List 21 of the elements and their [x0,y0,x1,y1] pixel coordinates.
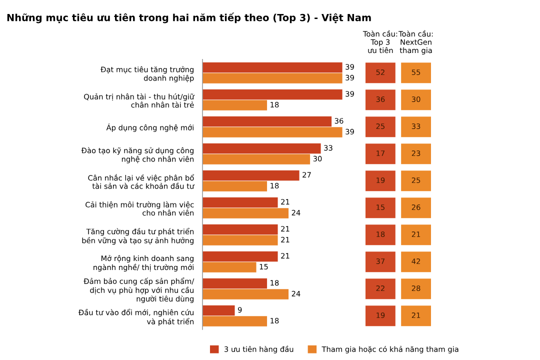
bar [202,316,268,326]
bar [202,143,321,154]
bar [202,181,268,192]
bar [202,262,256,272]
bar [202,208,289,218]
bar [202,154,310,164]
bar [202,116,332,127]
chart-title: Những mục tiêu ưu tiên trong hai năm tiếp theo (Top 3) - Việt Nam [7,12,371,24]
bar [202,127,342,138]
bar [202,235,278,246]
bar [202,62,342,73]
bar [202,197,278,208]
bar [202,100,268,110]
bar [202,170,300,181]
bar [202,305,235,316]
bar [202,89,342,100]
bar [202,224,278,235]
bar [202,289,289,300]
bar [202,278,268,289]
bar [202,73,342,84]
bar [202,251,278,262]
